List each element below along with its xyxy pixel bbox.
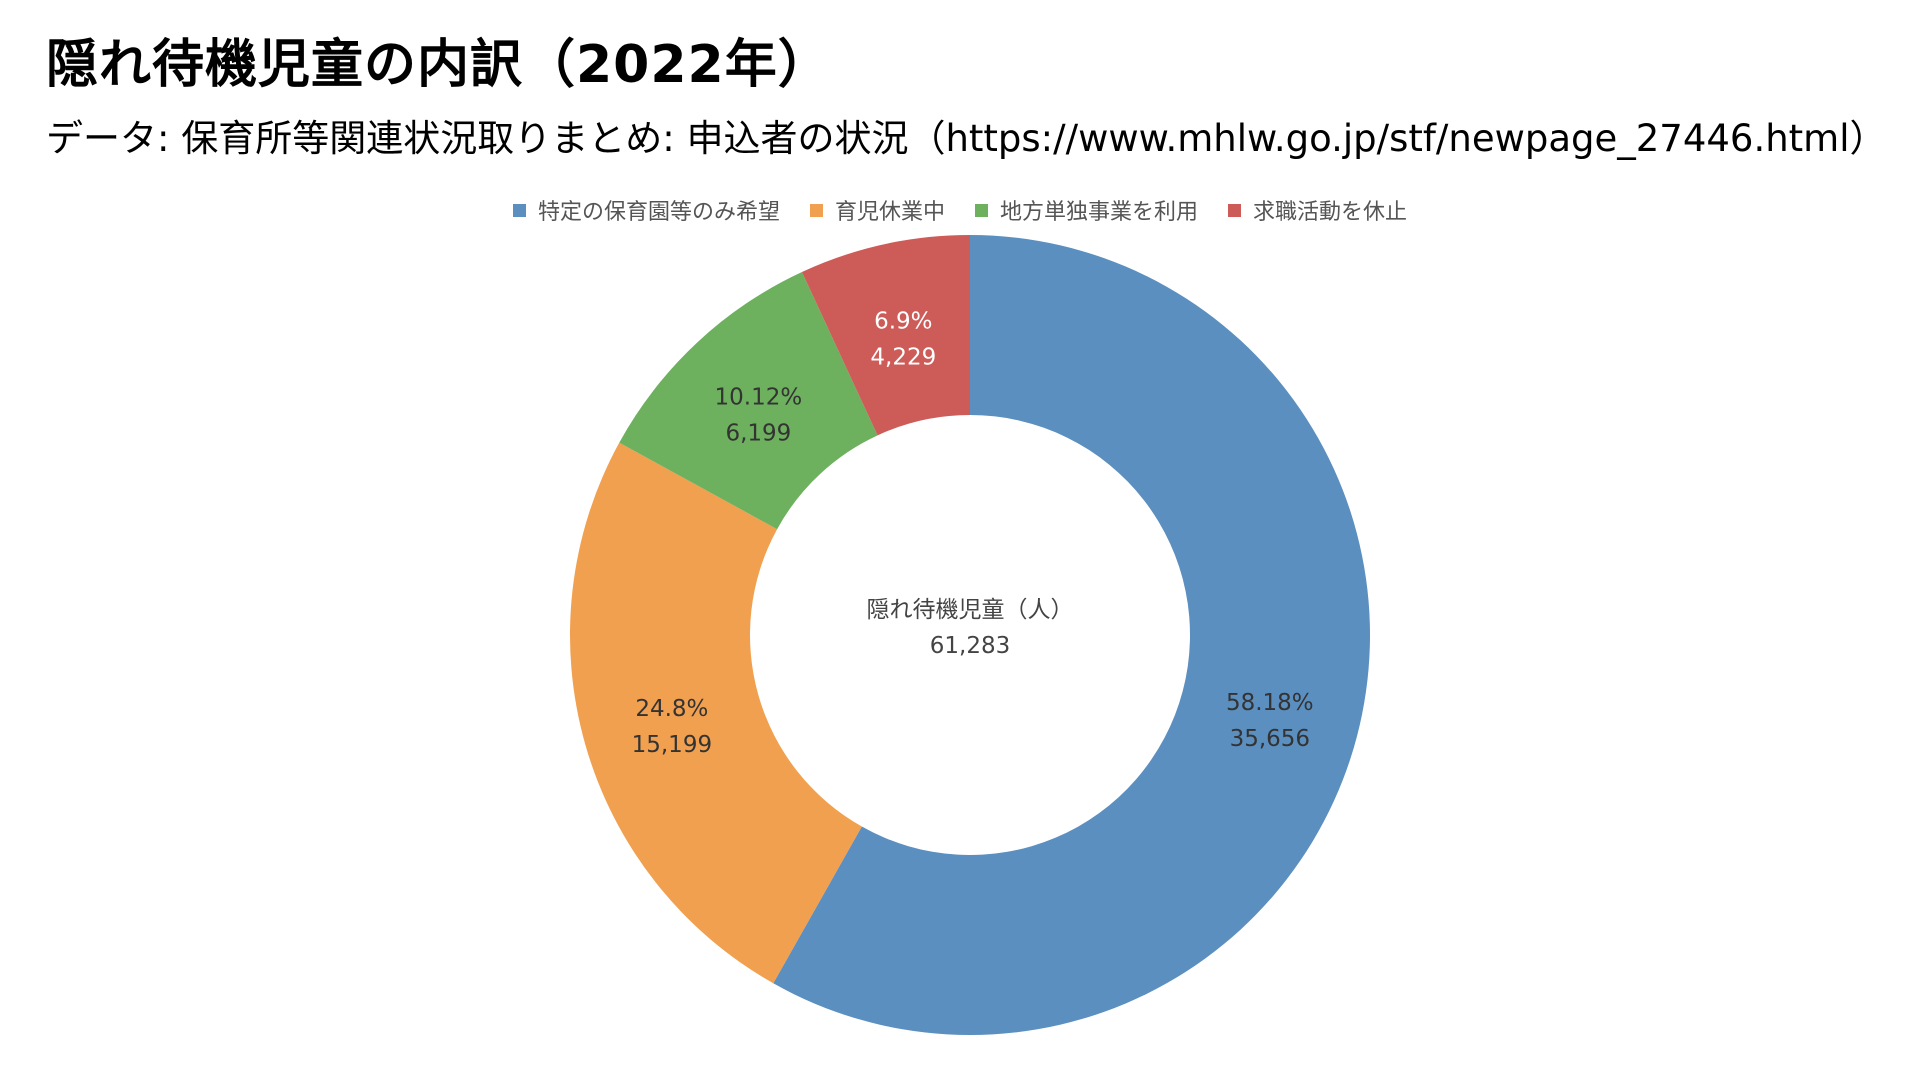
- slice-labels: 58.18% 35,656 24.8% 15,199 10.12% 6,199 6.9% 4,…: [632, 308, 1314, 758]
- donut-slice: [773, 235, 1371, 1035]
- slice-percent-label: 24.8%: [635, 696, 708, 722]
- slice-value-label: 6,199: [725, 420, 791, 446]
- legend-label: 地方単独事業を利用: [1000, 200, 1199, 225]
- chart-legend: 特定の保育園等のみ希望 育児休業中 地方単独事業を利用 求職活動を休止: [0, 194, 1920, 226]
- legend-swatch: [512, 203, 526, 217]
- donut-slice: [619, 272, 878, 530]
- center-total: 61,283: [930, 633, 1010, 659]
- slice-value-label: 4,229: [870, 344, 936, 370]
- donut-slice: [569, 442, 862, 984]
- slice-percent-label: 6.9%: [874, 308, 932, 334]
- chart-subtitle: データ: 保育所等関連状況取りまとめ: 申込者の状況（https://www.m…: [46, 117, 1887, 160]
- donut-slices: [569, 235, 1371, 1035]
- legend-label: 求職活動を休止: [1253, 200, 1408, 225]
- legend-item: 地方単独事業を利用: [975, 194, 1198, 226]
- slice-value-label: 15,199: [632, 732, 712, 758]
- legend-swatch: [975, 203, 988, 217]
- legend-item: 特定の保育園等のみ希望: [512, 194, 780, 226]
- slice-percent-label: 58.18%: [1226, 690, 1314, 716]
- slice-value-label: 35,656: [1230, 726, 1310, 752]
- legend-swatch: [1228, 203, 1242, 217]
- legend-label: 特定の保育園等のみ希望: [537, 200, 780, 225]
- chart-title: 隠れ待機児童の内訳（2022年）: [46, 35, 831, 95]
- center-label: 隠れ待機児童（人）: [867, 597, 1074, 623]
- donut-slice: [801, 235, 970, 436]
- legend-swatch: [809, 203, 823, 217]
- legend-item: 育児休業中: [809, 194, 945, 226]
- legend-label: 育児休業中: [834, 200, 945, 225]
- slice-percent-label: 10.12%: [715, 384, 803, 410]
- legend-item: 求職活動を休止: [1228, 194, 1407, 226]
